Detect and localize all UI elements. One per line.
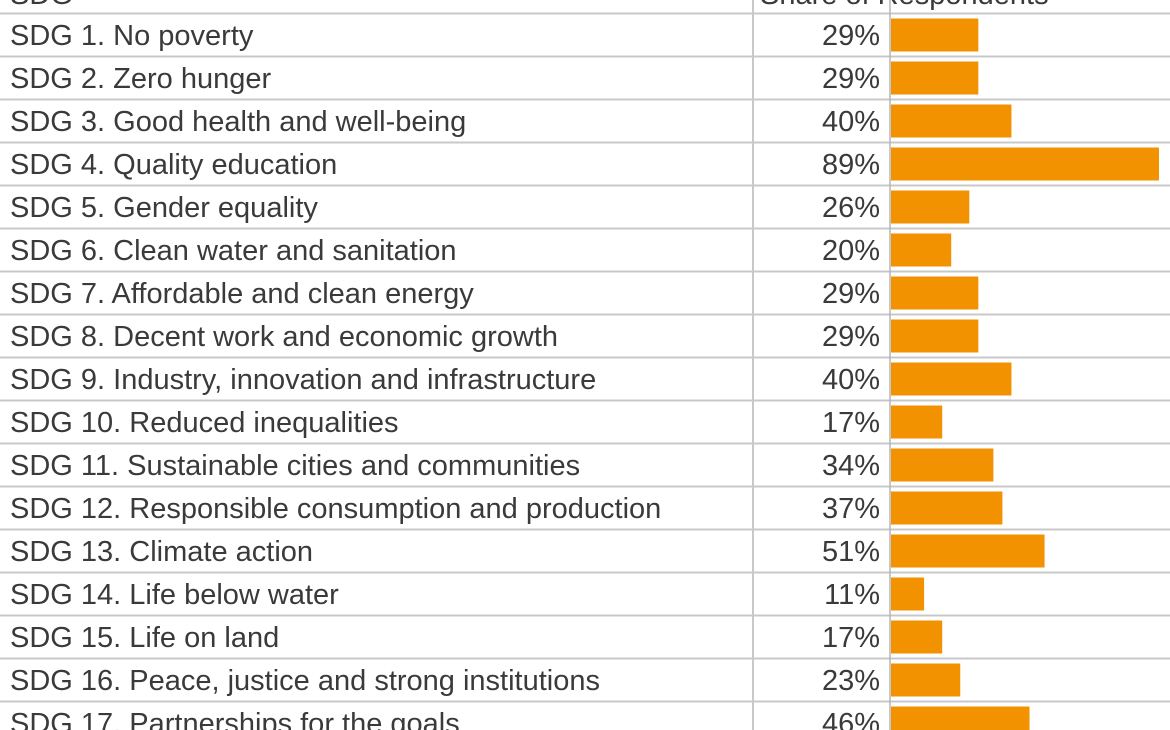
header-value: Share of Respondents — [760, 0, 1049, 11]
category-label: SDG 13. Climate action — [10, 536, 313, 568]
value-label: 26% — [822, 192, 880, 224]
value-label: 23% — [822, 665, 880, 697]
value-label: 37% — [822, 493, 880, 525]
category-label: SDG 2. Zero hunger — [10, 63, 271, 95]
value-label: 29% — [822, 63, 880, 95]
value-label: 29% — [822, 278, 880, 310]
bar — [891, 190, 970, 224]
value-label: 11% — [824, 579, 880, 611]
value-label: 89% — [822, 149, 880, 181]
category-label: SDG 17. Partnerships for the goals — [10, 708, 460, 730]
label-layer: SDG Share of Respondents SDG 1. No poverty… — [10, 0, 1049, 730]
value-label: 17% — [822, 622, 880, 654]
bar — [891, 104, 1012, 138]
bar-series — [891, 18, 1159, 730]
bar — [891, 18, 979, 52]
category-label: SDG 10. Reduced inequalities — [10, 407, 399, 439]
category-label: SDG 5. Gender equality — [10, 192, 318, 224]
bar — [891, 233, 952, 267]
value-label: 40% — [822, 106, 880, 138]
value-label: 34% — [822, 450, 880, 482]
value-label: 20% — [822, 235, 880, 267]
category-label: SDG 8. Decent work and economic growth — [10, 321, 558, 353]
bar — [891, 405, 943, 439]
header-category: SDG — [10, 0, 73, 11]
category-label: SDG 16. Peace, justice and strong instit… — [10, 665, 600, 697]
value-label: 40% — [822, 364, 880, 396]
category-label: SDG 7. Affordable and clean energy — [10, 278, 474, 310]
category-label: SDG 6. Clean water and sanitation — [10, 235, 457, 267]
bar — [891, 534, 1045, 568]
bar — [891, 663, 961, 697]
bar — [891, 448, 994, 482]
category-label: SDG 3. Good health and well-being — [10, 106, 466, 138]
category-label: SDG 9. Industry, innovation and infrastr… — [10, 364, 596, 396]
bar — [891, 491, 1003, 525]
bar — [891, 620, 943, 654]
bar — [891, 362, 1012, 396]
bar — [891, 276, 979, 310]
category-label: SDG 14. Life below water — [10, 579, 339, 611]
bar — [891, 319, 979, 353]
bar — [891, 577, 925, 611]
category-label: SDG 4. Quality education — [10, 149, 337, 181]
bar — [891, 706, 1030, 730]
category-label: SDG 15. Life on land — [10, 622, 279, 654]
value-label: 17% — [822, 407, 880, 439]
value-label: 51% — [822, 536, 880, 568]
value-label: 46% — [822, 708, 880, 730]
value-label: 29% — [822, 20, 880, 52]
bar — [891, 61, 979, 95]
category-label: SDG 12. Responsible consumption and prod… — [10, 493, 661, 525]
category-label: SDG 11. Sustainable cities and communiti… — [10, 450, 580, 482]
category-label: SDG 1. No poverty — [10, 20, 254, 52]
bar — [891, 147, 1159, 181]
value-label: 29% — [822, 321, 880, 353]
